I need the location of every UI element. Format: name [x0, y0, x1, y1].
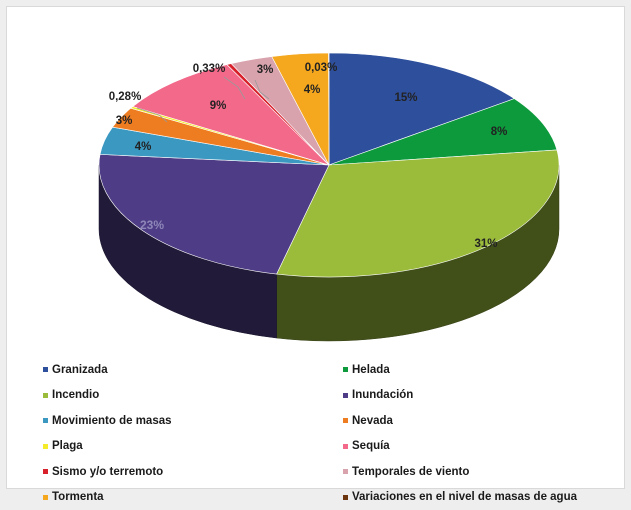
data-label-plaga: 0,28%	[109, 91, 142, 103]
legend-swatch	[343, 469, 348, 474]
legend-swatch	[343, 393, 348, 398]
legend-label: Plaga	[52, 440, 83, 452]
legend-swatch	[43, 418, 48, 423]
legend-item-inundacion: Inundación	[343, 383, 631, 409]
legend-label: Sequía	[352, 440, 390, 452]
data-label-temporales-de-viento: 3%	[257, 64, 274, 76]
legend-label: Inundación	[352, 389, 413, 401]
data-label-tormenta: 4%	[304, 84, 321, 96]
data-label-sismo-y-o-terremoto: 0,33%	[193, 63, 226, 75]
legend-swatch	[43, 469, 48, 474]
data-label-granizada: 15%	[394, 92, 417, 104]
legend-label: Incendio	[52, 389, 99, 401]
legend-swatch	[343, 495, 348, 500]
chart-legend: Granizada Helada Incendio Inundación Movimie…	[43, 357, 631, 510]
legend-item-granizada: Granizada	[43, 357, 343, 383]
legend-item-sismo-y-o-terremoto: Sismo y/o terremoto	[43, 459, 343, 485]
data-label-nevada: 3%	[116, 115, 133, 127]
data-label-incendio: 31%	[474, 238, 497, 250]
legend-item-sequia: Sequía	[343, 434, 631, 460]
legend-swatch	[43, 495, 48, 500]
data-label-sequia: 9%	[210, 100, 227, 112]
legend-swatch	[343, 444, 348, 449]
legend-label: Sismo y/o terremoto	[52, 466, 163, 478]
legend-swatch	[43, 393, 48, 398]
legend-swatch	[343, 367, 348, 372]
legend-item-helada: Helada	[343, 357, 631, 383]
legend-item-temporales-de-viento: Temporales de viento	[343, 459, 631, 485]
legend-item-nevada: Nevada	[343, 408, 631, 434]
legend-label: Granizada	[52, 364, 108, 376]
data-label-helada: 8%	[491, 126, 508, 138]
chart-frame: 15% 8% 31% 23% 4% 3% 0,28% 9% 0,33% 3% 4% 0,03% Gra…	[6, 6, 625, 489]
legend-item-tormenta: Tormenta	[43, 485, 343, 510]
legend-item-movimiento-de-masas: Movimiento de masas	[43, 408, 343, 434]
legend-swatch	[43, 444, 48, 449]
legend-label: Helada	[352, 364, 390, 376]
legend-label: Nevada	[352, 415, 393, 427]
legend-label: Tormenta	[52, 491, 104, 503]
legend-item-incendio: Incendio	[43, 383, 343, 409]
legend-label: Variaciones en el nivel de masas de agua	[352, 491, 577, 503]
legend-swatch	[43, 367, 48, 372]
legend-swatch	[343, 418, 348, 423]
legend-label: Movimiento de masas	[52, 415, 172, 427]
legend-item-plaga: Plaga	[43, 434, 343, 460]
legend-label: Temporales de viento	[352, 466, 469, 478]
legend-item-variaciones-en-el-nivel-de-masas-de-agua: Variaciones en el nivel de masas de agua	[343, 485, 631, 510]
data-label-variaciones-en-el-nivel-de-masas-de-agua: 0,03%	[305, 62, 338, 74]
data-label-movimiento-de-masas: 4%	[135, 141, 152, 153]
data-label-inundacion: 23%	[140, 218, 164, 232]
pie-chart: 15% 8% 31% 23% 4% 3% 0,28% 9% 0,33% 3% 4% 0,03%	[7, 7, 626, 357]
